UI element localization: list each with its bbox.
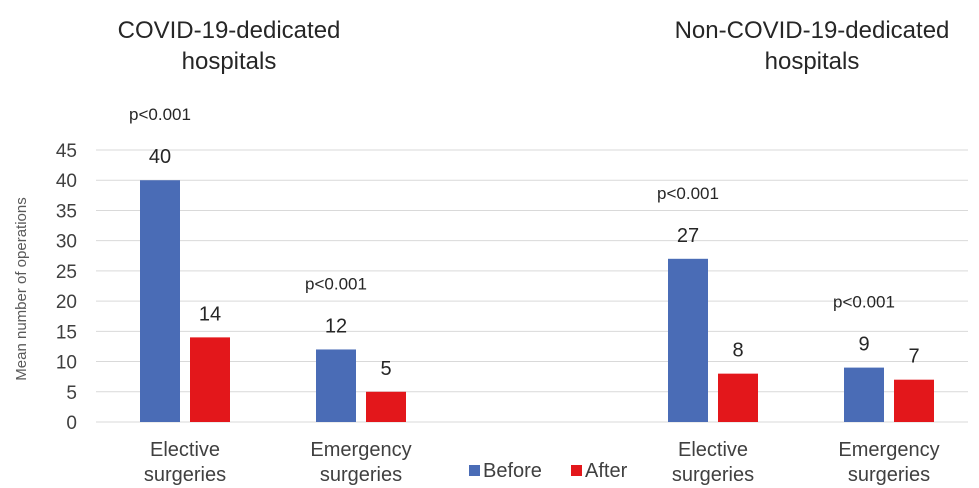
grid-layer	[96, 149, 968, 423]
category-label: Elective	[150, 439, 220, 461]
bar-after	[894, 379, 934, 422]
bar-before	[844, 367, 884, 422]
legend-swatch-before	[469, 465, 480, 476]
legend: Before After	[469, 460, 628, 482]
category-label: surgeries	[848, 464, 930, 486]
y-tick-label: 40	[56, 171, 77, 192]
y-tick-label: 30	[56, 232, 77, 253]
bar-after	[366, 391, 406, 422]
y-tick-label: 10	[56, 353, 77, 374]
bar-before	[140, 180, 180, 422]
data-label-after: 5	[380, 358, 391, 380]
category-label: surgeries	[320, 464, 402, 486]
legend-label-before: Before	[483, 460, 542, 482]
category-label: Emergency	[838, 439, 939, 461]
legend-swatch-after	[571, 465, 582, 476]
legend-label-after: After	[585, 460, 628, 482]
y-tick-label: 35	[56, 201, 77, 222]
data-label-before: 12	[325, 315, 347, 337]
category-label: surgeries	[672, 464, 754, 486]
y-tick-label: 20	[56, 292, 77, 313]
y-tick-label: 0	[66, 413, 77, 434]
data-label-before: 40	[149, 146, 171, 168]
category-label: surgeries	[144, 464, 226, 486]
y-axis-label: Mean number of operations	[13, 197, 30, 380]
bar-after	[718, 373, 758, 422]
y-tick-label: 15	[56, 322, 77, 343]
bar-after	[190, 337, 230, 422]
p-value-annotation: p<0.001	[657, 184, 719, 203]
data-label-before: 27	[677, 225, 699, 247]
bar-before	[316, 349, 356, 422]
group-title: hospitals	[182, 48, 277, 75]
category-label: Elective	[678, 439, 748, 461]
p-value-annotation: p<0.001	[129, 105, 191, 124]
p-value-annotation: p<0.001	[833, 293, 895, 312]
data-label-after: 8	[732, 340, 743, 362]
bar-before	[668, 258, 708, 422]
group-title: hospitals	[765, 48, 860, 75]
labels-layer: 0 5 10 15 20 25 30 35 40 45 COVID-19-dedicated hosp…	[56, 17, 950, 486]
p-value-annotation: p<0.001	[305, 274, 367, 293]
bars-layer	[140, 180, 934, 422]
group-title: Non-COVID-19-dedicated	[675, 17, 950, 44]
data-label-before: 9	[858, 334, 869, 356]
category-label: Emergency	[310, 439, 411, 461]
y-tick-label: 5	[66, 383, 77, 404]
data-label-after: 7	[908, 346, 919, 368]
y-tick-label: 25	[56, 262, 77, 283]
y-tick-label: 45	[56, 141, 77, 162]
group-title: COVID-19-dedicated	[118, 17, 341, 44]
data-label-after: 14	[199, 303, 221, 325]
